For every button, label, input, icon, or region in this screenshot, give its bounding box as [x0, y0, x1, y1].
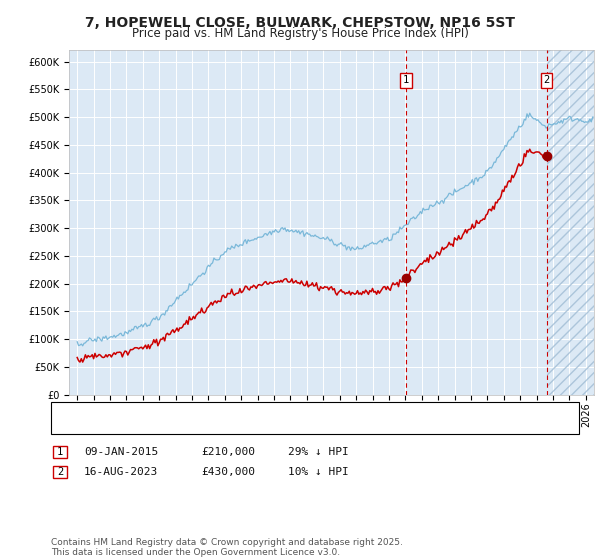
Text: 1: 1 — [403, 76, 409, 85]
Text: HPI: Average price, detached house, Monmouthshire: HPI: Average price, detached house, Monm… — [90, 421, 383, 431]
Bar — [547, 50, 594, 395]
Text: Contains HM Land Registry data © Crown copyright and database right 2025.
This d: Contains HM Land Registry data © Crown c… — [51, 538, 403, 557]
Text: £210,000: £210,000 — [201, 447, 255, 457]
Text: Price paid vs. HM Land Registry's House Price Index (HPI): Price paid vs. HM Land Registry's House … — [131, 27, 469, 40]
Text: 16-AUG-2023: 16-AUG-2023 — [84, 467, 158, 477]
Text: 7, HOPEWELL CLOSE, BULWARK, CHEPSTOW, NP16 5ST: 7, HOPEWELL CLOSE, BULWARK, CHEPSTOW, NP… — [85, 16, 515, 30]
Text: 10% ↓ HPI: 10% ↓ HPI — [288, 467, 349, 477]
Text: 1: 1 — [57, 447, 63, 457]
Text: 09-JAN-2015: 09-JAN-2015 — [84, 447, 158, 457]
Text: £430,000: £430,000 — [201, 467, 255, 477]
Text: 7, HOPEWELL CLOSE, BULWARK, CHEPSTOW, NP16 5ST (detached house): 7, HOPEWELL CLOSE, BULWARK, CHEPSTOW, NP… — [90, 405, 499, 416]
Bar — [547, 50, 594, 395]
Text: 29% ↓ HPI: 29% ↓ HPI — [288, 447, 349, 457]
Text: 2: 2 — [544, 76, 550, 85]
Text: 2: 2 — [57, 467, 63, 477]
